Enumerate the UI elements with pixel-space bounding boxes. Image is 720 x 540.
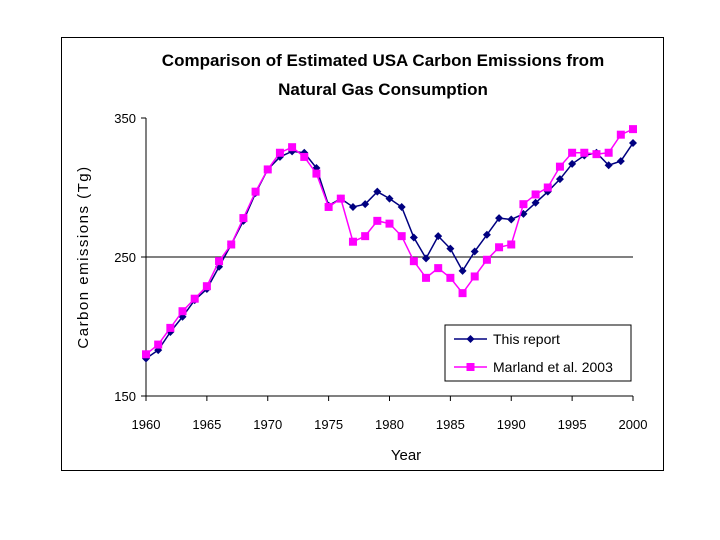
series-1-point-1983 [422, 273, 431, 282]
series-1-point-1982 [409, 257, 418, 266]
series-layer [142, 125, 637, 363]
series-1-point-1973 [300, 152, 309, 161]
series-1-point-1964 [190, 294, 199, 303]
series-1-point-1970 [263, 165, 272, 174]
series-1-point-1995 [568, 148, 577, 157]
series-0-point-1983 [422, 254, 431, 263]
chart-frame: Comparison of Estimated USA Carbon Emiss… [61, 37, 664, 471]
series-1-point-1991 [519, 200, 528, 209]
series-0-point-1977 [348, 202, 357, 211]
series-1-point-1996 [580, 148, 589, 157]
legend-label-this-report: This report [493, 331, 560, 347]
series-0-point-1979 [373, 187, 382, 196]
series-0-point-1981 [397, 202, 406, 211]
y-tick-label-250: 250 [114, 250, 136, 265]
series-1-point-1961 [154, 340, 163, 349]
series-1-point-1975 [324, 202, 333, 211]
series-1-point-1972 [288, 143, 297, 152]
series-1-point-1998 [604, 148, 613, 157]
series-1-point-1978 [361, 232, 370, 241]
series-1-point-1994 [555, 162, 564, 171]
series-1-point-1992 [531, 190, 540, 199]
legend-label-marland: Marland et al. 2003 [493, 359, 613, 375]
series-0-point-1988 [482, 230, 491, 239]
series-1-point-1974 [312, 169, 321, 178]
chart-title-line-2: Natural Gas Consumption [278, 80, 488, 99]
series-1-point-2000 [629, 125, 637, 134]
series-1-point-1969 [251, 187, 260, 196]
series-1-point-1981 [397, 232, 406, 241]
series-0-point-1998 [604, 161, 613, 170]
series-1-point-1963 [178, 307, 187, 316]
series-0-point-1978 [361, 200, 370, 209]
series-0-point-1999 [616, 157, 625, 166]
legend-marker-this-report [466, 335, 475, 343]
series-1-point-1988 [482, 255, 491, 264]
series-1-point-1971 [275, 148, 284, 157]
series-0-point-1989 [495, 214, 504, 223]
series-1-point-1989 [495, 243, 504, 252]
series-1-point-1997 [592, 150, 601, 159]
y-axis-title: Carbon emissions (Tg) [75, 165, 92, 348]
series-0-point-1966 [215, 262, 224, 271]
x-tick-label-1995: 1995 [558, 417, 587, 432]
series-0-point-1984 [434, 232, 443, 241]
x-tick-label-1985: 1985 [436, 417, 465, 432]
series-1-point-1966 [215, 257, 224, 266]
series-1-point-1965 [202, 282, 211, 291]
series-0-point-1985 [446, 244, 455, 253]
x-tick-label-1980: 1980 [375, 417, 404, 432]
series-1-point-1976 [336, 194, 345, 203]
y-tick-label-150: 150 [114, 389, 136, 404]
x-tick-label-1960: 1960 [132, 417, 161, 432]
x-tick-label-2000: 2000 [619, 417, 648, 432]
chart-title: Comparison of Estimated USA Carbon Emiss… [162, 51, 604, 99]
series-1-point-1968 [239, 214, 248, 223]
series-1-point-1977 [348, 237, 357, 246]
series-1-point-1990 [507, 240, 516, 249]
y-tick-label-350: 350 [114, 111, 136, 126]
tick-labels: 1960 1965 1970 1975 1980 1985 1990 1995 2000 150 2… [114, 111, 647, 432]
series-0-point-1995 [568, 159, 577, 168]
x-tick-label-1965: 1965 [192, 417, 221, 432]
series-0-point-1992 [531, 198, 540, 207]
chart-svg: Comparison of Estimated USA Carbon Emiss… [75, 51, 653, 464]
series-1-point-1962 [166, 323, 175, 332]
series-0-point-1986 [458, 266, 467, 275]
x-tick-label-1990: 1990 [497, 417, 526, 432]
legend: This report Marland et al. 2003 [444, 324, 632, 382]
series-1-point-1985 [446, 273, 455, 282]
series-1-point-1979 [373, 216, 382, 225]
series-0-point-2000 [629, 139, 637, 148]
series-1-point-1960 [142, 350, 150, 359]
x-axis-title: Year [391, 447, 421, 464]
series-0-point-1994 [555, 175, 564, 184]
series-1-point-1999 [616, 130, 625, 139]
series-1-point-1993 [543, 183, 552, 192]
series-1-point-1967 [227, 240, 236, 249]
series-1-point-1987 [470, 272, 479, 281]
legend-marker-marland [466, 363, 475, 371]
x-tick-label-1975: 1975 [314, 417, 343, 432]
series-0-point-1987 [470, 247, 479, 256]
series-1-point-1986 [458, 289, 467, 298]
series-1-point-1984 [434, 264, 443, 273]
series-0-point-1980 [385, 194, 394, 203]
chart-title-line-1: Comparison of Estimated USA Carbon Emiss… [162, 51, 604, 70]
series-0-point-1990 [507, 215, 516, 224]
legend-box [444, 324, 632, 382]
x-tick-label-1970: 1970 [253, 417, 282, 432]
series-1-point-1980 [385, 219, 394, 228]
series-0-point-1982 [409, 233, 418, 242]
